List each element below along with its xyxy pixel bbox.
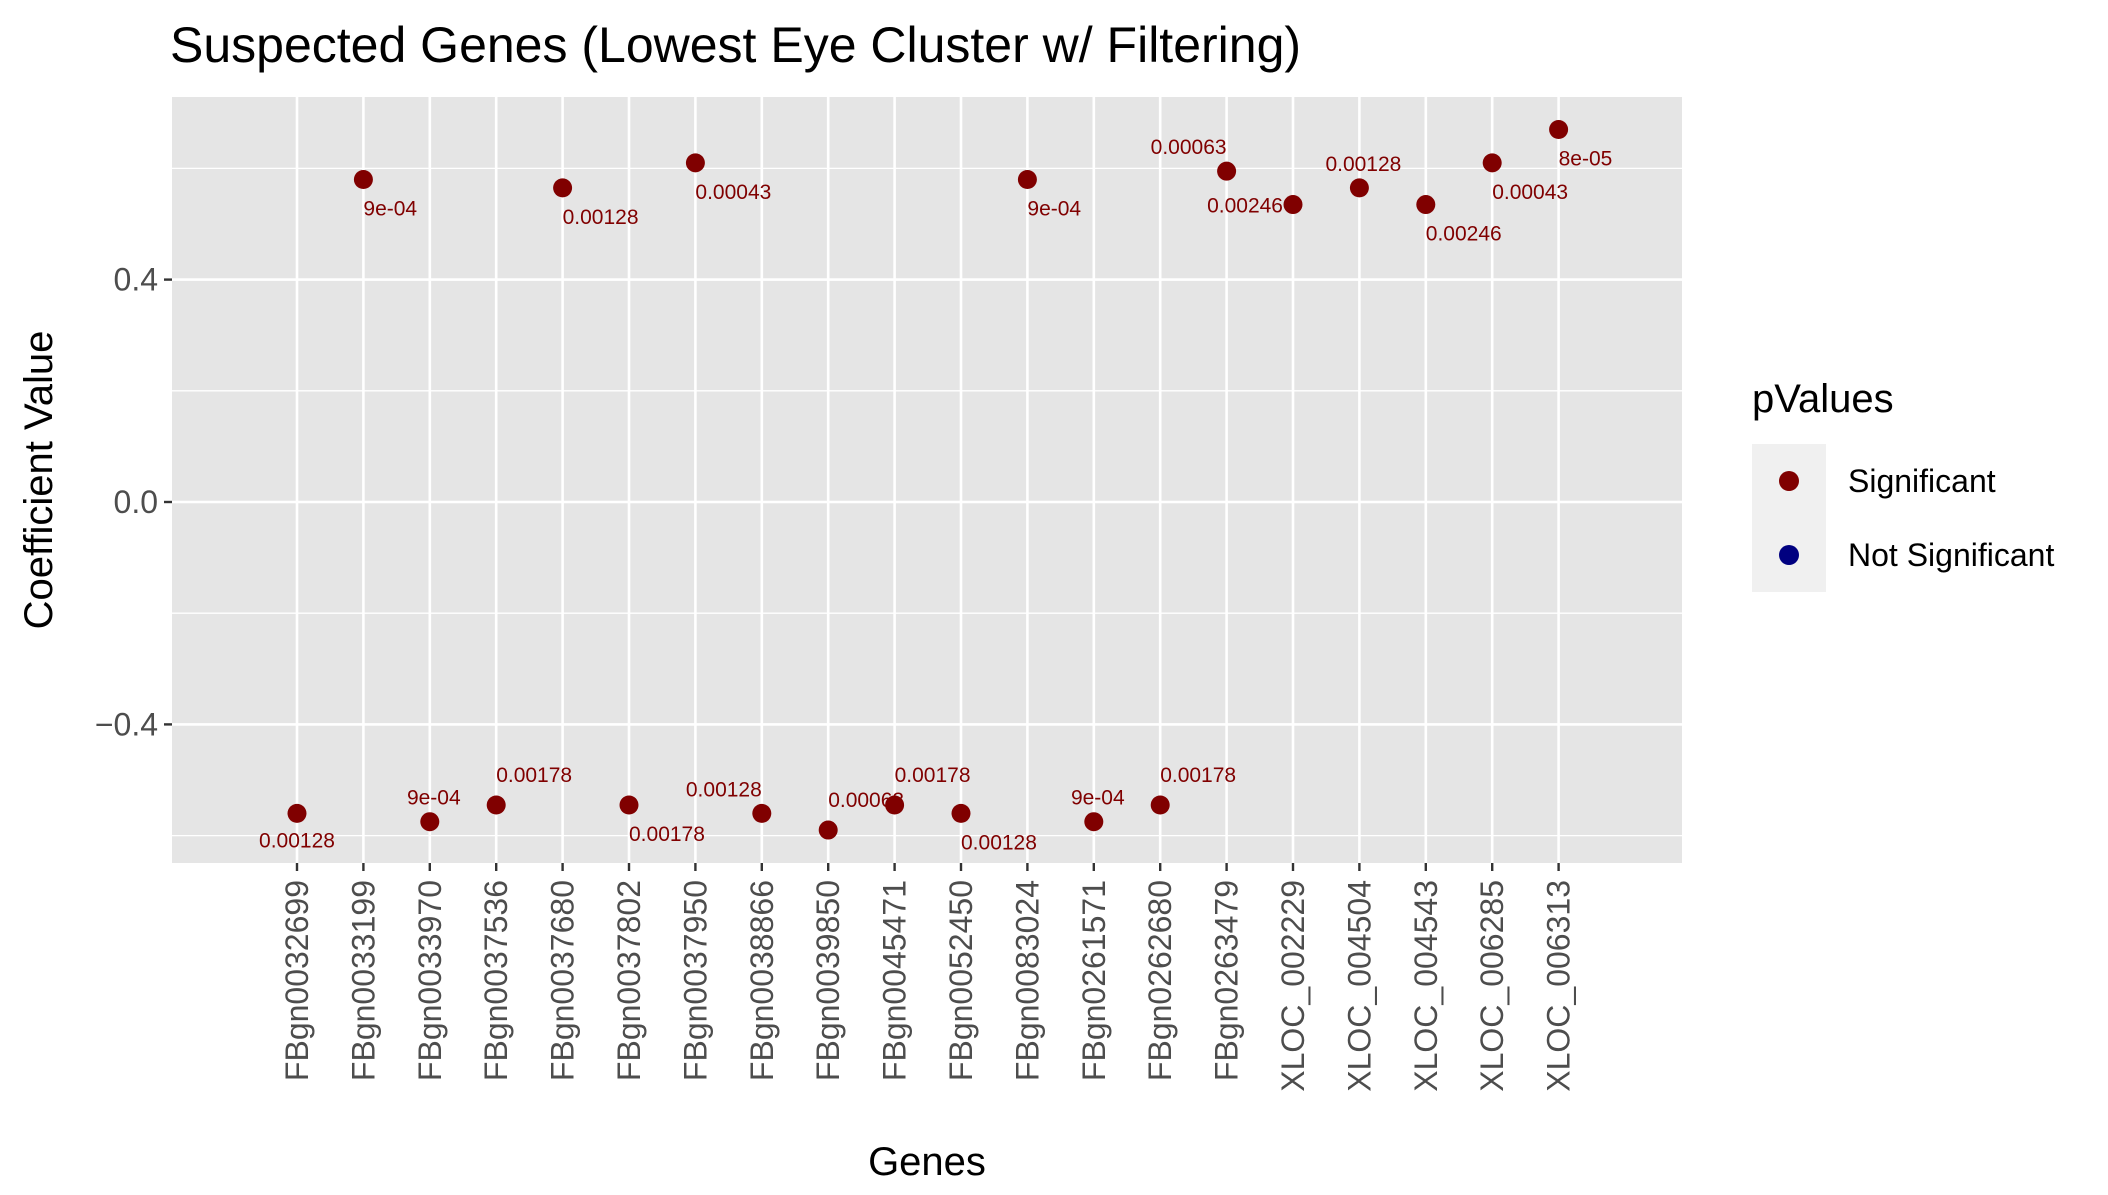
- x-tick-label: FBgn0037950: [677, 880, 713, 1081]
- pvalue-label: 0.00063: [1151, 136, 1227, 159]
- pvalue-label: 8e-05: [1559, 147, 1613, 170]
- pvalue-label: 0.00178: [629, 823, 705, 846]
- legend-key-significant: [1779, 471, 1799, 491]
- chart-title: Suspected Genes (Lowest Eye Cluster w/ F…: [170, 17, 1301, 73]
- data-point: [752, 803, 772, 823]
- data-point: [1349, 178, 1369, 198]
- data-point: [1482, 153, 1502, 173]
- x-tick-label: FBgn0032699: [279, 880, 315, 1081]
- y-axis-title: Coefficient Value: [17, 331, 61, 630]
- x-tick-label: FBgn0263479: [1209, 880, 1245, 1081]
- data-point: [1084, 812, 1104, 832]
- legend-label-not-significant: Not Significant: [1848, 537, 2054, 573]
- data-point: [1217, 161, 1237, 181]
- y-axis-ticks: −0.4 0.0 0.4: [95, 262, 172, 742]
- y-tick-label: 0.4: [114, 262, 158, 298]
- x-tick-label: FBgn0083024: [1009, 880, 1045, 1081]
- x-tick-label: XLOC_006313: [1541, 880, 1577, 1092]
- pvalue-label: 0.00178: [1160, 764, 1236, 787]
- data-point: [420, 812, 440, 832]
- pvalue-label: 9e-04: [363, 198, 417, 221]
- data-point: [1150, 795, 1170, 815]
- x-tick-label: XLOC_002229: [1275, 880, 1311, 1092]
- data-labels: 0.001289e-049e-040.001780.001280.001780.…: [259, 136, 1612, 854]
- pvalue-label: 0.00178: [496, 764, 572, 787]
- data-point: [1283, 195, 1303, 215]
- x-tick-label: FBgn0262680: [1142, 880, 1178, 1081]
- major-gridlines: [172, 97, 1682, 863]
- x-tick-label: FBgn0033199: [345, 880, 381, 1081]
- pvalue-label: 0.00128: [259, 829, 335, 852]
- x-tick-label: FBgn0261571: [1076, 880, 1112, 1081]
- legend: pValues Significant Not Significant: [1752, 377, 2054, 592]
- x-tick-label: FBgn0037802: [611, 880, 647, 1081]
- y-tick-label: −0.4: [95, 706, 158, 742]
- data-point: [1416, 195, 1436, 215]
- data-point: [353, 170, 373, 190]
- data-point: [553, 178, 573, 198]
- x-tick-label: XLOC_006285: [1474, 880, 1510, 1092]
- pvalue-label: 0.00063: [828, 789, 904, 812]
- x-tick-label: FBgn0037536: [478, 880, 514, 1081]
- x-tick-label: FBgn0052450: [943, 880, 979, 1081]
- data-point: [1017, 170, 1037, 190]
- legend-label-significant: Significant: [1848, 463, 1996, 499]
- x-tick-label: XLOC_004504: [1341, 880, 1377, 1092]
- legend-key-not-significant: [1779, 545, 1799, 565]
- legend-title: pValues: [1752, 377, 1894, 421]
- x-tick-label: FBgn0039850: [810, 880, 846, 1081]
- x-tick-label: FBgn0037680: [545, 880, 581, 1081]
- x-tick-label: FBgn0045471: [877, 880, 913, 1081]
- data-point: [619, 795, 639, 815]
- pvalue-label: 0.00246: [1207, 195, 1283, 218]
- pvalue-label: 0.00043: [695, 181, 771, 204]
- pvalue-label: 0.00128: [1325, 153, 1401, 176]
- data-point: [951, 803, 971, 823]
- pvalue-label: 0.00128: [961, 831, 1037, 854]
- x-tick-label: FBgn0038866: [744, 880, 780, 1081]
- pvalue-label: 0.00128: [686, 778, 762, 801]
- data-point: [685, 153, 705, 173]
- x-axis-title: Genes: [868, 1140, 986, 1184]
- x-tick-label: XLOC_004543: [1408, 880, 1444, 1092]
- pvalue-label: 0.00128: [563, 206, 639, 229]
- pvalue-label: 0.00178: [895, 764, 971, 787]
- plot-panel: [172, 97, 1682, 863]
- data-point: [818, 820, 838, 840]
- data-points: [287, 119, 1569, 840]
- minor-gridlines: [172, 167, 1682, 837]
- x-axis-ticks: FBgn0032699 FBgn0033199 FBgn0033970 FBgn003…: [279, 863, 1577, 1092]
- data-point: [885, 795, 905, 815]
- pvalue-label: 9e-04: [1071, 787, 1125, 810]
- data-point: [287, 803, 307, 823]
- x-tick-label: FBgn0033970: [412, 880, 448, 1081]
- pvalue-label: 0.00246: [1426, 223, 1502, 246]
- pvalue-label: 0.00043: [1492, 181, 1568, 204]
- y-tick-label: 0.0: [114, 484, 158, 520]
- data-point: [486, 795, 506, 815]
- pvalue-label: 9e-04: [407, 787, 461, 810]
- pvalue-label: 9e-04: [1027, 198, 1081, 221]
- data-point: [1549, 119, 1569, 139]
